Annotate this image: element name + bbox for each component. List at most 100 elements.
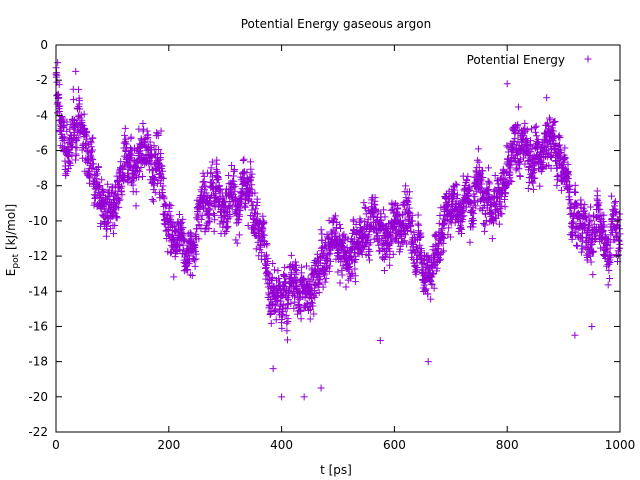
data-point: [350, 235, 358, 243]
data-point: [236, 206, 244, 214]
data-point: [78, 118, 86, 126]
data-point: [285, 288, 293, 296]
data-point: [578, 248, 586, 256]
data-point: [453, 191, 461, 199]
data-point: [157, 149, 165, 157]
data-point: [160, 195, 168, 203]
data-point: [253, 198, 261, 206]
data-point: [342, 283, 350, 291]
data-point: [550, 118, 558, 126]
data-point: [529, 185, 537, 193]
data-point: [471, 193, 479, 201]
data-points: [52, 59, 624, 401]
data-point: [581, 220, 589, 228]
data-point: [311, 293, 319, 301]
data-point: [283, 319, 291, 327]
data-point: [247, 185, 255, 193]
data-point: [104, 180, 112, 188]
data-point: [402, 224, 410, 232]
data-point: [580, 225, 588, 233]
data-point: [277, 297, 285, 305]
data-point: [556, 141, 564, 149]
data-point: [586, 252, 594, 260]
y-tick-label: -10: [28, 214, 48, 228]
data-point: [240, 155, 248, 163]
data-point: [381, 213, 389, 221]
data-point: [317, 253, 325, 261]
data-point: [516, 172, 524, 180]
plot-frame: [55, 44, 621, 433]
data-point: [420, 259, 428, 267]
data-point: [458, 225, 466, 233]
data-point: [251, 209, 259, 217]
data-point: [498, 202, 506, 210]
data-point: [339, 243, 347, 251]
data-point: [65, 165, 73, 173]
data-point: [306, 315, 314, 323]
data-point: [235, 231, 243, 239]
data-point: [477, 184, 485, 192]
data-point: [127, 150, 135, 158]
data-point: [139, 120, 147, 128]
data-point: [228, 161, 236, 169]
data-point: [509, 147, 517, 155]
data-point: [325, 234, 333, 242]
data-point: [493, 177, 501, 185]
data-point: [498, 210, 506, 218]
data-point: [280, 271, 288, 279]
data-point: [506, 177, 514, 185]
data-point: [214, 175, 222, 183]
legend: Potential Energy: [467, 53, 592, 67]
data-point: [278, 393, 286, 401]
data-point: [92, 175, 100, 183]
x-axis-ticks: 0 200 400 600 800 1000: [52, 45, 635, 452]
data-point: [441, 217, 449, 225]
data-point: [523, 126, 531, 134]
data-point: [109, 230, 117, 238]
data-point: [347, 246, 355, 254]
data-point: [79, 121, 87, 129]
data-point: [281, 263, 289, 271]
data-point: [63, 118, 71, 126]
data-point: [274, 267, 282, 275]
data-point: [263, 241, 271, 249]
data-point: [132, 188, 140, 196]
data-point: [491, 171, 499, 179]
data-point: [166, 201, 174, 209]
data-point: [251, 189, 259, 197]
data-point: [485, 191, 493, 199]
data-point: [53, 71, 61, 79]
data-point: [555, 133, 563, 141]
y-axis-label-rest: [kJ/mol]: [4, 204, 18, 254]
data-point: [351, 265, 359, 273]
data-point: [193, 214, 201, 222]
data-point: [386, 261, 394, 269]
data-point: [611, 202, 619, 210]
data-point: [405, 204, 413, 212]
data-point: [608, 192, 616, 200]
data-point: [197, 224, 205, 232]
data-point: [118, 182, 126, 190]
data-point: [268, 300, 276, 308]
data-point: [431, 231, 439, 239]
data-point: [364, 251, 372, 259]
data-point: [282, 311, 290, 319]
legend-marker: [584, 55, 592, 63]
data-point: [265, 269, 273, 277]
y-tick-label: -6: [36, 144, 48, 158]
data-point: [316, 273, 324, 281]
data-point: [223, 224, 231, 232]
data-point: [334, 268, 342, 276]
data-point: [503, 80, 511, 88]
data-point: [571, 181, 579, 189]
data-point: [106, 225, 114, 233]
data-point: [346, 253, 354, 261]
data-point: [115, 203, 123, 211]
data-point: [405, 208, 413, 216]
data-point: [401, 231, 409, 239]
data-point: [370, 235, 378, 243]
x-tick-label: 1000: [605, 438, 636, 452]
data-point: [310, 310, 318, 318]
data-point: [604, 281, 612, 289]
data-point: [213, 156, 221, 164]
